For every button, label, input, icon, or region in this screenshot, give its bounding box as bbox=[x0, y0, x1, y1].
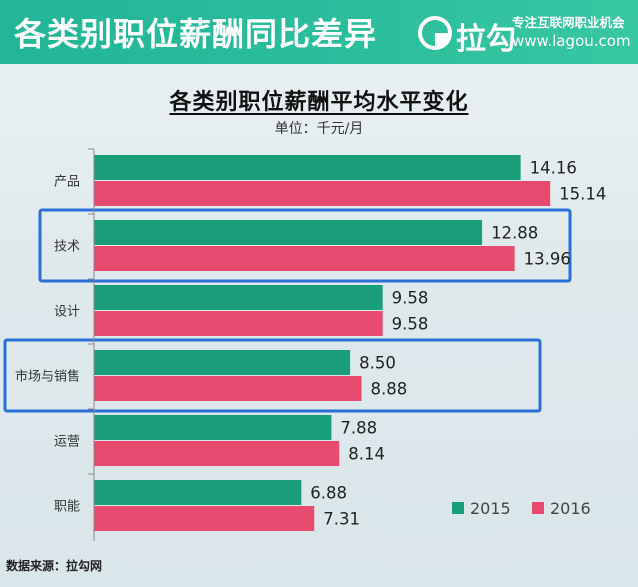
value-label: 7.88 bbox=[340, 419, 377, 438]
bar-2015 bbox=[94, 350, 351, 375]
legend-label: 2016 bbox=[550, 499, 591, 518]
bar-2016 bbox=[94, 246, 515, 271]
legend-swatch-2016 bbox=[532, 502, 544, 514]
category-label: 职能 bbox=[54, 500, 80, 515]
highlight-box bbox=[3, 338, 542, 413]
category-label: 设计 bbox=[54, 305, 80, 320]
bar-2015 bbox=[94, 155, 521, 180]
value-label: 8.50 bbox=[359, 354, 396, 373]
data-source: 数据来源：拉勾网 bbox=[6, 559, 103, 573]
value-label: 9.58 bbox=[392, 315, 429, 334]
value-label: 7.31 bbox=[323, 510, 360, 529]
bar-2016 bbox=[94, 311, 383, 336]
value-label: 14.16 bbox=[530, 159, 577, 178]
bar-2016 bbox=[94, 441, 340, 466]
logo-text: 拉勾 bbox=[456, 22, 516, 57]
category-label: 运营 bbox=[54, 435, 80, 450]
slogan: 专注互联网职业机会 bbox=[512, 15, 625, 30]
value-label: 12.88 bbox=[491, 224, 538, 243]
bar-2016 bbox=[94, 506, 315, 531]
chart-unit: 单位：千元/月 bbox=[274, 121, 364, 137]
value-label: 8.88 bbox=[371, 380, 408, 399]
value-label: 8.14 bbox=[348, 445, 385, 464]
chart-title: 各类别职位薪酬平均水平变化 bbox=[169, 90, 469, 115]
legend-swatch-2015 bbox=[452, 502, 464, 514]
value-label: 13.96 bbox=[524, 250, 571, 269]
value-label: 9.58 bbox=[392, 289, 429, 308]
banner-title: 各类别职位薪酬同比差异 bbox=[14, 15, 378, 53]
lagou-logo-icon bbox=[418, 16, 452, 50]
category-label: 市场与销售 bbox=[15, 369, 80, 385]
value-label: 6.88 bbox=[310, 484, 347, 503]
legend-label: 2015 bbox=[470, 499, 511, 518]
banner: 各类别职位薪酬同比差异 拉勾 专注互联网职业机会 www.lagou.com bbox=[0, 0, 638, 64]
category-label: 技术 bbox=[54, 240, 80, 255]
bar-2015 bbox=[94, 480, 302, 505]
bar-2016 bbox=[94, 376, 362, 401]
bar-2015 bbox=[94, 285, 383, 310]
bar-2015 bbox=[94, 415, 332, 440]
site-url: www.lagou.com bbox=[512, 32, 631, 50]
category-label: 产品 bbox=[54, 175, 80, 190]
bar-2016 bbox=[94, 181, 551, 206]
bar-2015 bbox=[94, 220, 483, 245]
value-label: 15.14 bbox=[559, 185, 606, 204]
highlight-box bbox=[38, 208, 572, 283]
